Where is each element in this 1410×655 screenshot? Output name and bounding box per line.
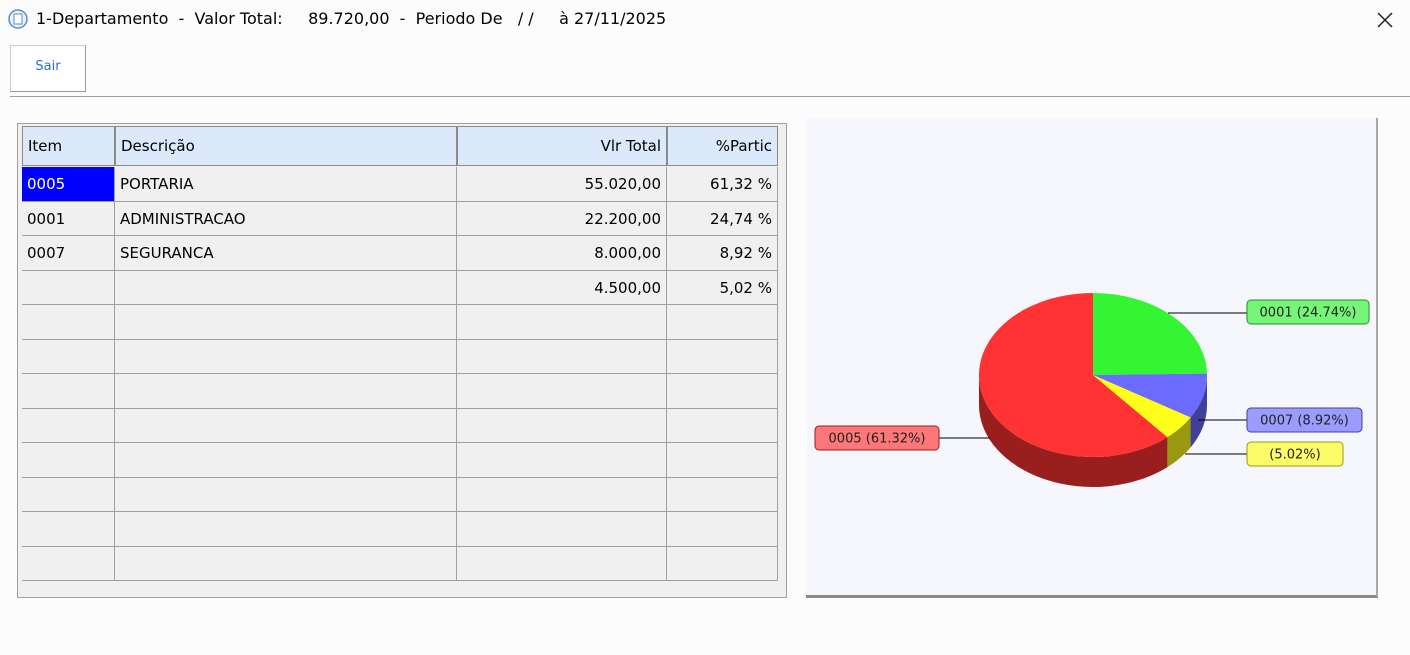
window-title: 1-Departamento - Valor Total: 89.720,00 … xyxy=(36,9,667,28)
table-cell xyxy=(667,477,778,512)
table-cell: 22.200,00 xyxy=(457,201,667,236)
slice xyxy=(1093,373,1207,418)
table-cell xyxy=(457,339,667,374)
table-cell xyxy=(457,408,667,443)
close-button[interactable] xyxy=(1376,11,1394,29)
table-cell xyxy=(667,443,778,478)
table-cell xyxy=(115,270,457,305)
table-cell xyxy=(22,443,115,478)
data-label: 0005 (61.32%) xyxy=(829,432,926,447)
table-cell: 4.500,00 xyxy=(457,270,667,305)
table-cell: PORTARIA xyxy=(115,167,457,202)
table-cell xyxy=(22,408,115,443)
table-cell xyxy=(115,546,457,581)
table-cell: 0001 xyxy=(22,201,115,236)
table-cell xyxy=(667,512,778,547)
table-cell xyxy=(667,339,778,374)
label-box xyxy=(814,425,940,451)
table-cell xyxy=(22,305,115,340)
table-cell: 5,02 % xyxy=(667,270,778,305)
slice-side xyxy=(1190,375,1207,448)
label-box xyxy=(1246,407,1363,433)
slice xyxy=(1093,375,1191,438)
table-cell: 55.020,00 xyxy=(457,167,667,202)
table-cell: SEGURANCA xyxy=(115,236,457,271)
table-cell xyxy=(457,443,667,478)
table-cell xyxy=(22,339,115,374)
table-cell xyxy=(22,374,115,409)
label-box xyxy=(1246,299,1370,325)
column-header: Vlr Total xyxy=(457,126,667,166)
separator xyxy=(10,96,1410,97)
column-header: Descrição xyxy=(115,126,457,166)
pie-chart: 0005 (61.32%) 0001 (24.74%) 0007 (8.92%) (5… xyxy=(806,118,1378,598)
table-cell xyxy=(457,477,667,512)
table-cell: 8.000,00 xyxy=(457,236,667,271)
table-cell xyxy=(115,305,457,340)
table-cell: 61,32 % xyxy=(667,167,778,202)
table-cell xyxy=(22,546,115,581)
slice xyxy=(979,293,1168,457)
table-cell xyxy=(457,305,667,340)
table-cell xyxy=(667,374,778,409)
table-cell: ADMINISTRACAO xyxy=(115,201,457,236)
table-cell xyxy=(457,512,667,547)
table-cell xyxy=(457,374,667,409)
table-cell: 0007 xyxy=(22,236,115,271)
table-cell: 8,92 % xyxy=(667,236,778,271)
exit-button[interactable]: Sair xyxy=(10,45,86,92)
table-cell: 24,74 % xyxy=(667,201,778,236)
data-label: (5.02%) xyxy=(1269,448,1320,463)
table-cell xyxy=(667,305,778,340)
table-cell xyxy=(115,477,457,512)
table-cell xyxy=(115,443,457,478)
table-cell xyxy=(115,512,457,547)
table-cell xyxy=(457,546,667,581)
table-cell xyxy=(22,512,115,547)
column-header: Item xyxy=(22,126,115,166)
slice-side xyxy=(1167,417,1191,468)
app-icon xyxy=(8,9,28,29)
data-label: 0007 (8.92%) xyxy=(1260,414,1349,429)
table-cell xyxy=(22,270,115,305)
data-grid: Item Descrição Vlr Total %Partic 0005 PORTARI… xyxy=(17,123,787,598)
table-cell xyxy=(115,408,457,443)
table-cell: 0005 xyxy=(22,167,115,202)
slice xyxy=(1093,293,1207,375)
table-cell xyxy=(115,339,457,374)
column-header: %Partic xyxy=(667,126,778,166)
slice-side xyxy=(979,375,1168,488)
table-cell xyxy=(22,477,115,512)
table-cell xyxy=(667,408,778,443)
data-label: 0001 (24.74%) xyxy=(1260,306,1357,321)
table-cell xyxy=(667,546,778,581)
table-cell xyxy=(115,374,457,409)
label-box xyxy=(1246,441,1344,467)
